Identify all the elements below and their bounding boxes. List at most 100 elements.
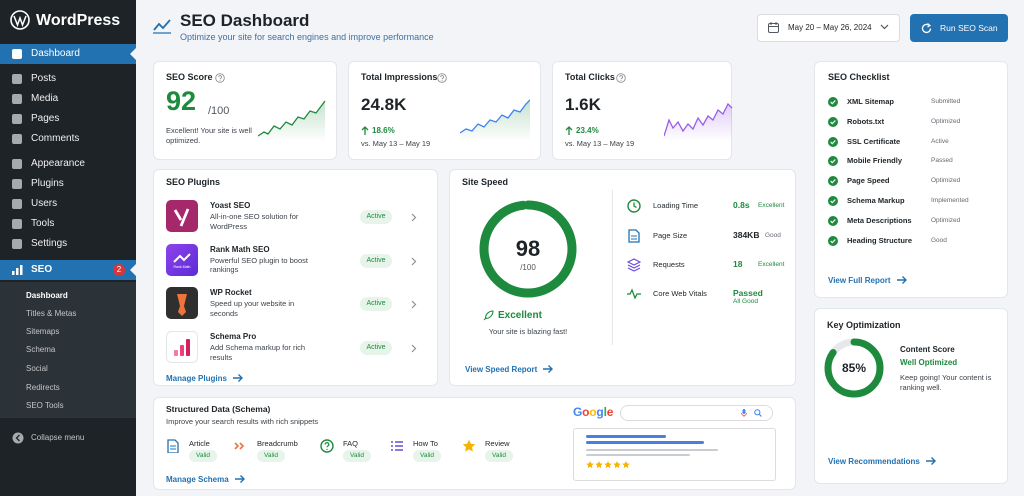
menu-item[interactable]: Plugins xyxy=(31,178,64,189)
schema-icon xyxy=(234,439,248,453)
chevron-right[interactable] xyxy=(411,344,417,353)
icon-part xyxy=(462,439,476,452)
plugin-icon xyxy=(166,331,198,364)
chevron-right[interactable] xyxy=(411,257,417,266)
menu-item[interactable]: Posts xyxy=(31,73,57,84)
checklist-status: Optimized xyxy=(931,118,961,125)
icon-part xyxy=(664,102,733,137)
plugin-description: Speed up your website in seconds xyxy=(210,299,295,319)
menu-item[interactable]: Media xyxy=(31,93,59,104)
link-text[interactable]: Manage Plugins xyxy=(166,373,227,383)
submenu-item[interactable]: Schema xyxy=(26,345,56,354)
link[interactable]: Manage Schema xyxy=(166,474,246,484)
menu-icon xyxy=(11,73,23,85)
check-icon xyxy=(828,236,838,246)
date-range[interactable]: May 20 – May 26, 2024 xyxy=(788,23,872,32)
menu-item[interactable]: Dashboard xyxy=(31,48,80,59)
menu-item[interactable]: Users xyxy=(31,198,58,209)
schema-status: Valid xyxy=(196,452,210,459)
menu-item[interactable]: Comments xyxy=(31,133,80,144)
status-pill: Valid xyxy=(189,450,217,462)
checklist-item: XML Sitemap xyxy=(847,97,894,106)
link[interactable]: View Speed Report xyxy=(465,364,554,374)
brand-letter: o xyxy=(589,405,597,419)
icon-part xyxy=(921,23,932,34)
link[interactable]: Manage Plugins xyxy=(166,373,244,383)
icon-part xyxy=(12,94,22,104)
date-picker[interactable] xyxy=(757,14,900,42)
status-pill: Active xyxy=(360,210,392,224)
metric-label: Page Size xyxy=(653,231,688,240)
submenu-item[interactable]: Redirects xyxy=(26,383,60,392)
icon-part xyxy=(830,159,836,164)
icon-part xyxy=(12,271,15,275)
collapse-icon xyxy=(12,432,24,444)
search-box[interactable] xyxy=(620,405,773,421)
icon xyxy=(391,441,403,451)
icon-part xyxy=(174,350,178,357)
icon-part xyxy=(173,208,190,227)
status-pill: Valid xyxy=(343,450,371,462)
collapse-menu[interactable]: Collapse menu xyxy=(31,433,85,442)
brand-letter: g xyxy=(596,405,604,419)
submenu-item[interactable]: Social xyxy=(26,364,48,373)
sparkline xyxy=(664,98,734,142)
check-icon xyxy=(828,97,838,107)
menu-item[interactable]: Settings xyxy=(31,238,68,249)
link-text[interactable]: View Recommendations xyxy=(828,456,920,466)
submenu-item[interactable]: Titles & Metas xyxy=(26,309,77,318)
submenu-item[interactable]: Dashboard xyxy=(26,291,68,300)
run-scan-label[interactable]: Run SEO Scan xyxy=(940,23,998,33)
submenu-item[interactable]: Sitemaps xyxy=(26,327,60,336)
icon xyxy=(234,442,245,450)
icon-part xyxy=(173,252,191,263)
icon-part xyxy=(586,449,718,451)
menu-item[interactable]: Appearance xyxy=(31,158,85,169)
icon xyxy=(166,287,198,320)
link-text[interactable]: Manage Schema xyxy=(166,474,229,484)
icon xyxy=(12,114,22,124)
link-text[interactable]: View Full Report xyxy=(828,275,891,285)
icon xyxy=(921,23,932,34)
plugin-status: Active xyxy=(366,300,386,308)
icon-part xyxy=(896,276,907,284)
icon-part xyxy=(10,10,30,30)
check-icon xyxy=(828,117,838,127)
link[interactable]: View Full Report xyxy=(828,275,908,285)
icon-part xyxy=(828,117,838,127)
icon-part xyxy=(391,441,403,451)
metric-value: 18 xyxy=(733,259,743,269)
icon-part xyxy=(12,159,22,169)
content-note: Keep going! Your content is ranking well… xyxy=(900,373,992,393)
chevron-right[interactable] xyxy=(411,300,417,309)
icon xyxy=(880,24,889,30)
search-icon xyxy=(754,409,762,417)
schema-name: Breadcrumb xyxy=(257,439,298,448)
submenu-item[interactable]: SEO Tools xyxy=(26,401,64,410)
checklist-status: Optimized xyxy=(931,217,961,224)
plugin-name: Schema Pro xyxy=(210,332,257,342)
menu-item[interactable]: Tools xyxy=(31,218,55,229)
icon xyxy=(361,126,369,135)
plugin-status: Active xyxy=(366,344,386,352)
link[interactable]: View Recommendations xyxy=(828,456,937,466)
menu-icon xyxy=(11,93,23,105)
icon-part xyxy=(12,432,24,444)
status-pill: Valid xyxy=(257,450,285,462)
chevron-right[interactable] xyxy=(411,213,417,222)
icon-part xyxy=(880,24,889,30)
run-scan-button[interactable] xyxy=(910,14,1008,42)
icon-part xyxy=(828,137,838,147)
menu-item[interactable]: SEO xyxy=(31,264,53,275)
icon-part xyxy=(361,126,369,135)
icon-part xyxy=(460,99,530,134)
stat-compare: vs. May 13 – May 19 xyxy=(565,139,635,148)
menu-item[interactable]: Pages xyxy=(31,113,60,124)
schema-status: Valid xyxy=(492,452,506,459)
menu-icon xyxy=(11,133,23,145)
link-text[interactable]: View Speed Report xyxy=(465,364,538,374)
seo-score: 92 xyxy=(166,86,197,116)
icon xyxy=(828,216,838,226)
